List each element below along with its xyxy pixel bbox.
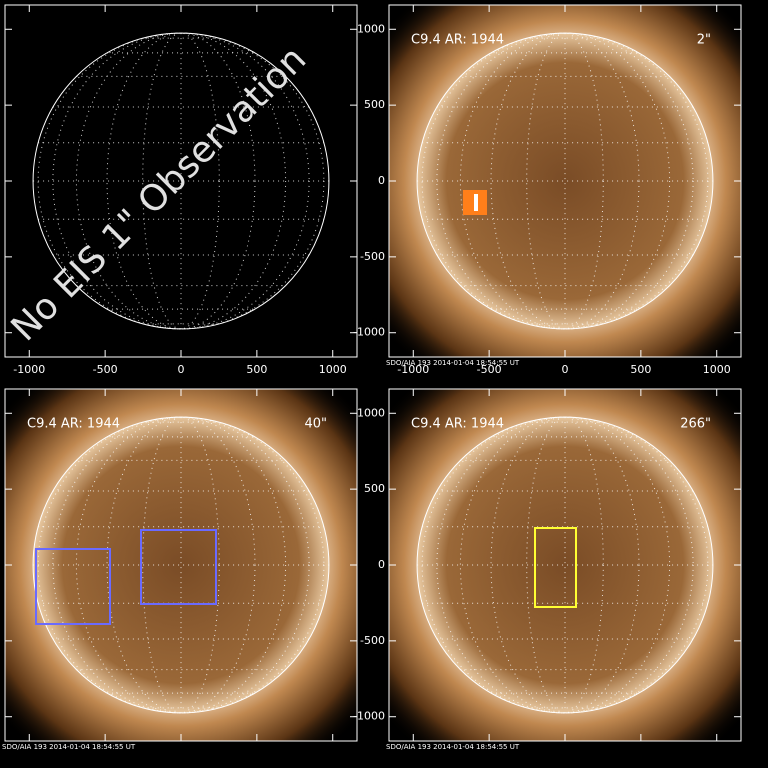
meridian: [142, 32, 220, 330]
x-tick-label: -1000: [13, 363, 45, 376]
eis-fov: [140, 529, 217, 605]
x-tick-label: -1000: [397, 363, 429, 376]
y-tick-label: 0: [378, 558, 385, 571]
scale-label: 2": [697, 33, 711, 48]
footer: SDO/AIA 193 2014-01-04 18:54:55 UT: [386, 743, 520, 751]
y-tick-label: -500: [360, 250, 385, 263]
meridian: [459, 416, 671, 714]
meridian: [526, 32, 604, 330]
panel-title: C9.4 AR: 1944: [27, 417, 120, 432]
panel-title: C9.4 AR: 1944: [411, 417, 504, 432]
sun-disk: [417, 417, 713, 713]
meridian: [106, 32, 256, 330]
meridian: [526, 416, 604, 714]
y-tick-label: 500: [364, 98, 385, 111]
y-tick-label: 1000: [357, 406, 385, 419]
x-tick-label: 500: [630, 363, 651, 376]
sun-disk: [33, 417, 329, 713]
panel: [389, 389, 741, 741]
panel: [5, 389, 357, 741]
meridian: [75, 32, 287, 330]
meridian: [106, 416, 256, 714]
footer: SDO/AIA 193 2014-01-04 18:54:55 UT: [386, 359, 520, 367]
x-tick-label: -500: [477, 363, 502, 376]
x-tick-label: -500: [93, 363, 118, 376]
scale-label: 266": [680, 417, 711, 432]
x-tick-label: 500: [246, 363, 267, 376]
footer: SDO/AIA 193 2014-01-04 18:54:55 UT: [2, 743, 136, 751]
meridian: [142, 416, 220, 714]
y-tick-label: -1000: [353, 710, 385, 723]
x-tick-label: 0: [178, 363, 185, 376]
sun-disk: [417, 33, 713, 329]
scale-label: 40": [304, 417, 327, 432]
y-tick-label: -500: [360, 634, 385, 647]
y-tick-label: -1000: [353, 326, 385, 339]
panel: [389, 5, 741, 357]
meridian: [459, 32, 671, 330]
meridian: [490, 416, 640, 714]
eis-fov: [534, 527, 577, 608]
x-tick-label: 1000: [319, 363, 347, 376]
eis-slit: [474, 194, 478, 211]
x-tick-label: 1000: [703, 363, 731, 376]
x-tick-label: 0: [562, 363, 569, 376]
panel: [32, 32, 330, 330]
y-tick-label: 500: [364, 482, 385, 495]
y-tick-label: 1000: [357, 22, 385, 35]
panel-title: C9.4 AR: 1944: [411, 33, 504, 48]
eis-fov: [35, 548, 111, 625]
meridian: [490, 32, 640, 330]
y-tick-label: 0: [378, 174, 385, 187]
meridian: [75, 416, 287, 714]
